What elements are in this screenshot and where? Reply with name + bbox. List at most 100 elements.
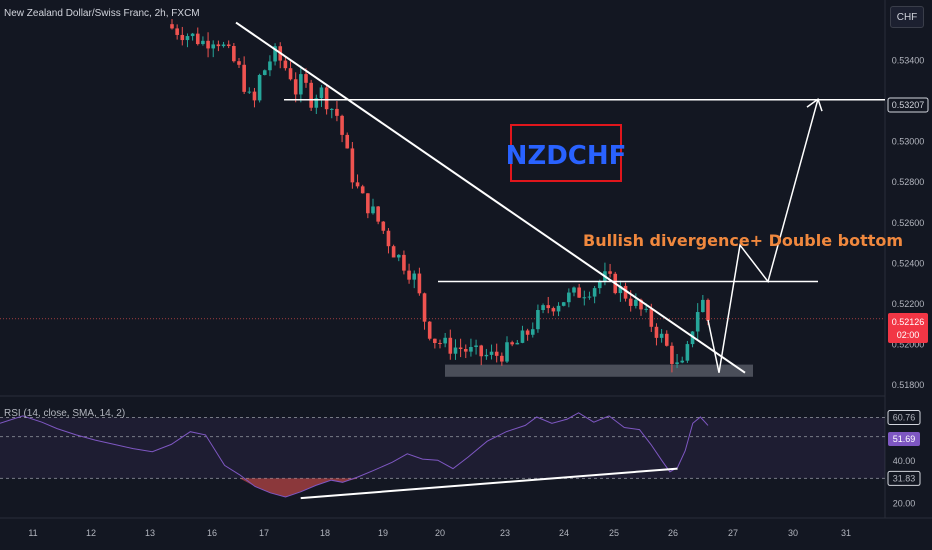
candle-body (216, 44, 221, 47)
candle-body (618, 285, 623, 294)
candle-body (530, 329, 535, 335)
price-tick-label: 0.53400 (892, 56, 925, 66)
candle-body (685, 344, 690, 361)
candle-body (525, 330, 530, 335)
rsi-line (0, 412, 709, 498)
price-tick-label: 0.52000 (892, 339, 925, 349)
currency-button[interactable]: CHF (890, 6, 924, 28)
candle-body (587, 296, 592, 298)
candle-body (195, 33, 200, 45)
rsi-level-badge (887, 409, 921, 425)
rsi-axis[interactable]: 60.76 40.00 31.83 20.00 (887, 409, 921, 508)
candle-body (438, 343, 442, 345)
candle-body (644, 308, 648, 310)
candle-body (510, 342, 514, 345)
price-tick-label: 0.52400 (892, 258, 925, 268)
time-tick-label: 24 (559, 528, 569, 538)
candle-body (386, 230, 391, 247)
candle-body (273, 46, 277, 62)
candle-body (572, 287, 576, 293)
candle-body (463, 348, 468, 352)
candle-body (443, 337, 447, 344)
candle-body (489, 351, 494, 355)
rsi-tick-label: 20.00 (893, 498, 916, 508)
time-tick-label: 12 (86, 528, 96, 538)
candle-body (520, 330, 525, 343)
candle-body (628, 298, 633, 306)
candle-body (484, 354, 489, 357)
candle-body (561, 302, 566, 306)
candle-body (597, 281, 602, 289)
candle-body (670, 345, 674, 364)
candle-body (680, 360, 685, 363)
candle-body (314, 98, 319, 108)
candle-body (324, 87, 329, 110)
price-tick-label: 0.53000 (892, 137, 925, 147)
candle-body (211, 44, 216, 49)
candle-body (536, 310, 540, 330)
candle-body (664, 333, 669, 346)
candle-body (226, 44, 231, 46)
resistance-price-badge (887, 97, 929, 113)
price-tick-label: 0.52600 (892, 218, 925, 228)
current-price-badge (888, 313, 928, 343)
candle-body (556, 305, 561, 312)
rsi-level-badge (887, 470, 921, 486)
candle-body (190, 33, 195, 37)
candle-body (360, 186, 365, 194)
time-tick-label: 18 (320, 528, 330, 538)
time-tick-label: 11 (28, 528, 37, 538)
candle-body (242, 64, 246, 92)
candle-body (304, 74, 308, 83)
candle-body (237, 61, 241, 65)
candle-body (675, 362, 679, 364)
candle-body (654, 326, 659, 338)
candle-body (541, 305, 545, 311)
time-tick-label: 23 (500, 528, 510, 538)
time-tick-label: 30 (788, 528, 798, 538)
candle-body (293, 79, 298, 95)
candle-body (639, 299, 643, 310)
price-axis[interactable]: 0.53400 0.53000 0.52800 0.52600 0.52400 0.522… (892, 56, 925, 390)
candle-body (433, 338, 437, 344)
projection-path[interactable] (707, 98, 819, 373)
candle-body (335, 108, 339, 116)
candle-body (376, 206, 380, 222)
candle-body (505, 342, 509, 362)
candle-body (232, 45, 236, 62)
time-axis[interactable]: 11 12 13 16 17 18 19 20 23 24 25 26 27 30 31 (28, 528, 851, 538)
rsi-divergence-line[interactable] (300, 467, 678, 500)
support-zone[interactable] (445, 364, 753, 377)
time-tick-label: 27 (728, 528, 738, 538)
bar-countdown: 02:00 (897, 330, 920, 340)
symbol-title[interactable]: New Zealand Dollar/Swiss Franc, 2h, FXCM (4, 8, 200, 19)
candle-body (567, 292, 571, 303)
candle-body (448, 337, 453, 354)
time-tick-label: 26 (668, 528, 678, 538)
candle-body (458, 347, 463, 349)
candle-body (695, 312, 700, 332)
candle-body (427, 321, 432, 339)
candle-body (268, 61, 272, 71)
rsi-indicator-title[interactable]: RSI (14, close, SMA, 14, 2) (4, 408, 126, 419)
candle-body (283, 60, 288, 69)
nzdchf-label-box[interactable] (510, 124, 622, 182)
rsi-tick-label: 31.83 (893, 473, 916, 483)
downtrend-line[interactable] (235, 21, 746, 374)
price-tick-label: 0.52200 (892, 299, 925, 309)
candle-body (329, 108, 334, 110)
candle-body (288, 68, 293, 80)
candle-body (366, 193, 370, 214)
candle-body (262, 70, 267, 75)
candle-body (546, 305, 551, 309)
candle-body (247, 91, 252, 93)
candle-body (469, 347, 473, 352)
time-tick-label: 19 (378, 528, 388, 538)
time-tick-label: 13 (145, 528, 155, 538)
resistance-price-label: 0.53207 (892, 100, 925, 110)
candle-body (309, 82, 313, 108)
candle-body (701, 299, 705, 313)
candle-body (345, 134, 350, 149)
candle-body (479, 345, 484, 357)
